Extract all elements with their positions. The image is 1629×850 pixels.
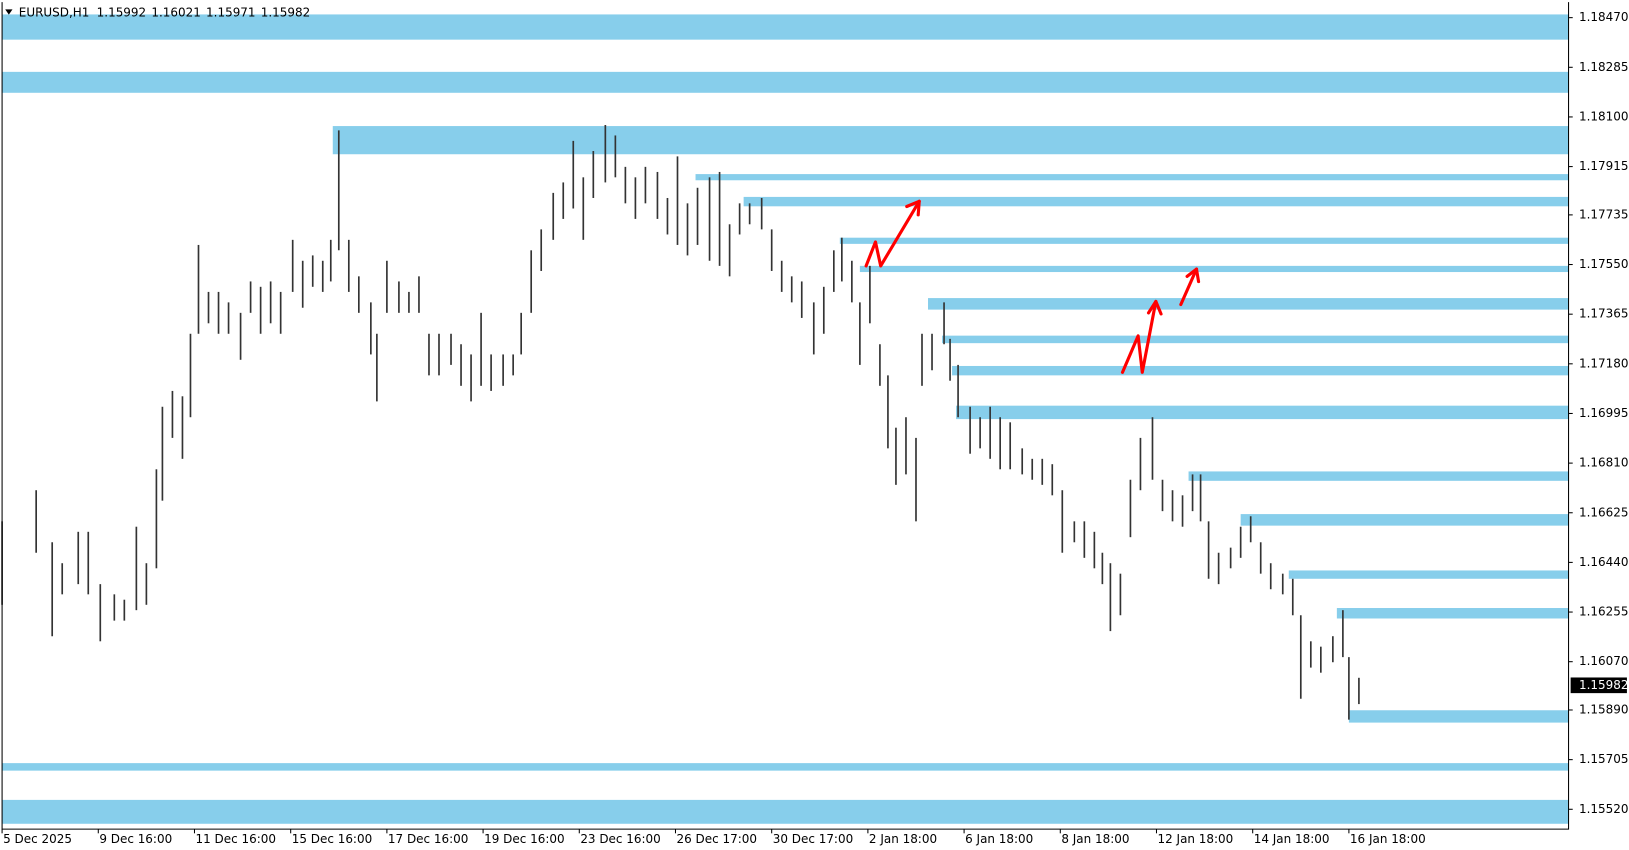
- y-tick-label: 1.17180: [1579, 356, 1628, 370]
- header: EURUSD,H1 1.15992 1.16021 1.15971 1.15982: [5, 5, 310, 19]
- plot-frame: [1, 2, 1570, 830]
- zone: [743, 196, 1569, 207]
- symbol: EURUSD,H1: [19, 5, 90, 19]
- x-tick-label: 9 Dec 16:00: [99, 832, 172, 846]
- x-tick-label: 5 Dec 2025: [3, 832, 72, 846]
- zone: [942, 335, 1569, 344]
- x-tick-label: 2 Jan 18:00: [869, 832, 937, 846]
- zone: [332, 126, 1569, 155]
- zone: [1288, 570, 1569, 579]
- arrow: [1120, 299, 1158, 374]
- y-tick-label: 1.16995: [1579, 406, 1628, 420]
- y-tick-label: 1.17915: [1579, 159, 1628, 173]
- zone: [1240, 514, 1569, 526]
- x-tick-label: 26 Dec 17:00: [677, 832, 757, 846]
- y-tick-label: 1.18285: [1579, 60, 1628, 74]
- last-price-label: 1.15982: [1579, 678, 1628, 692]
- zones: [2, 14, 1569, 824]
- x-tick-label: 23 Dec 16:00: [580, 832, 660, 846]
- price-bars: [1, 124, 1360, 720]
- y-tick-label: 1.18470: [1579, 10, 1628, 24]
- zone: [859, 265, 1569, 273]
- zone: [2, 71, 1569, 93]
- y-tick-label: 1.15705: [1579, 752, 1628, 766]
- zone: [839, 237, 1569, 244]
- x-tick-label: 6 Jan 18:00: [965, 832, 1033, 846]
- zone: [695, 174, 1569, 181]
- y-tick-label: 1.15520: [1579, 802, 1628, 816]
- zone: [2, 799, 1569, 824]
- y-tick-label: 1.16440: [1579, 555, 1628, 569]
- annotation-arrows: [864, 199, 1201, 374]
- x-tick-label: 17 Dec 16:00: [388, 832, 468, 846]
- dropdown-icon[interactable]: [5, 9, 13, 15]
- high: 1.16021: [151, 5, 200, 19]
- y-tick-label: 1.17735: [1579, 207, 1628, 221]
- arrow-head: [1185, 267, 1201, 284]
- arrow-head: [905, 199, 921, 217]
- y-tick-label: 1.16625: [1579, 505, 1628, 519]
- x-tick-label: 19 Dec 16:00: [484, 832, 564, 846]
- x-tick-label: 12 Jan 18:00: [1158, 832, 1234, 846]
- zone: [1188, 471, 1569, 481]
- close: 1.15982: [261, 5, 310, 19]
- y-tick-label: 1.16810: [1579, 456, 1628, 470]
- y-tick-label: 1.15890: [1579, 702, 1628, 716]
- y-tick-label: 1.18100: [1579, 109, 1628, 123]
- open: 1.15992: [97, 5, 146, 19]
- x-tick-label: 14 Jan 18:00: [1254, 832, 1330, 846]
- y-tick-label: 1.16070: [1579, 654, 1628, 668]
- chart-header: EURUSD,H1 1.15992 1.16021 1.15971 1.15982: [19, 5, 310, 19]
- y-tick-label: 1.17365: [1579, 307, 1628, 321]
- x-tick-label: 15 Dec 16:00: [292, 832, 372, 846]
- arrow-head: [1146, 299, 1163, 316]
- zone: [952, 365, 1569, 376]
- x-tick-label: 11 Dec 16:00: [196, 832, 276, 846]
- zone: [1336, 608, 1569, 619]
- zone: [2, 14, 1569, 40]
- arrow: [864, 199, 921, 268]
- arrow: [1179, 267, 1199, 307]
- last-price-box: [1570, 677, 1627, 694]
- y-tick-label: 1.17550: [1579, 257, 1628, 271]
- x-tick-label: 8 Jan 18:00: [1061, 832, 1129, 846]
- y-tick-label: 1.16255: [1579, 605, 1628, 619]
- zone: [1348, 710, 1569, 723]
- x-tick-label: 30 Dec 17:00: [773, 832, 853, 846]
- zone: [956, 405, 1569, 420]
- zone: [928, 298, 1569, 310]
- low: 1.15971: [206, 5, 255, 19]
- zone: [2, 763, 1569, 771]
- x-tick-label: 16 Jan 18:00: [1350, 832, 1426, 846]
